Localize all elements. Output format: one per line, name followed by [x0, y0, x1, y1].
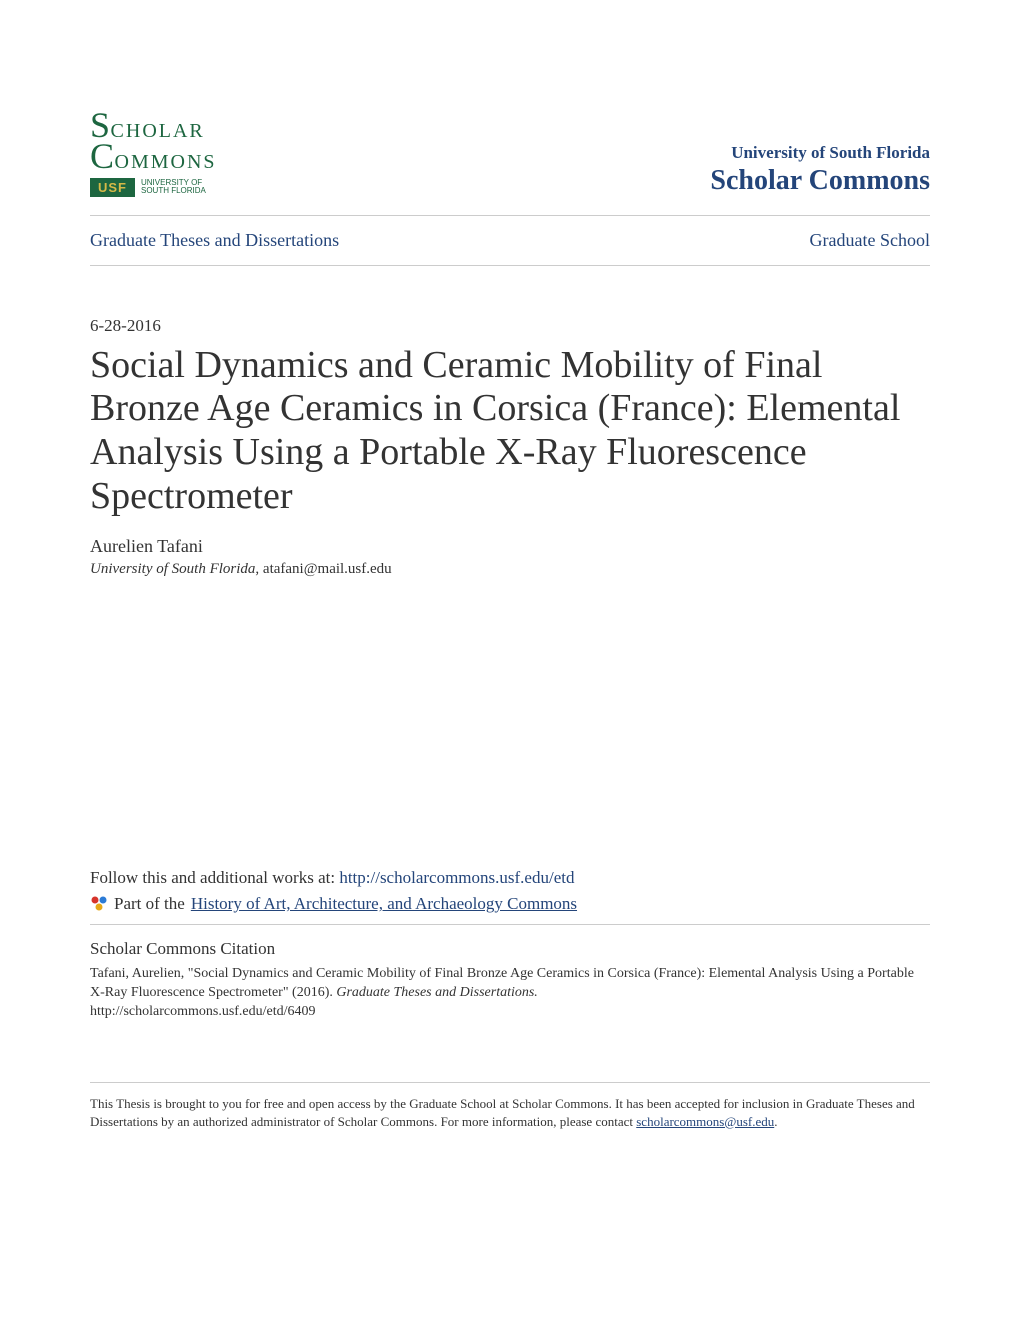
usf-bar: USF UNIVERSITY OF SOUTH FLORIDA: [90, 178, 217, 197]
affiliation-institution: University of South Florida: [90, 561, 255, 577]
repository-name[interactable]: Scholar Commons: [710, 165, 930, 197]
university-name[interactable]: University of South Florida: [710, 143, 930, 163]
logo-cholar: CHOLAR: [111, 120, 205, 142]
partof-link[interactable]: History of Art, Architecture, and Archae…: [191, 894, 577, 914]
paper-title: Social Dynamics and Ceramic Mobility of …: [90, 344, 930, 519]
citation-italic: Graduate Theses and Dissertations.: [336, 985, 537, 1000]
follow-line: Follow this and additional works at: htt…: [90, 868, 930, 888]
citation-section: Scholar Commons Citation Tafani, Aurelie…: [90, 924, 930, 1022]
header-row: SCHOLAR COMMONS USF UNIVERSITY OF SOUTH …: [90, 110, 930, 197]
header-right: University of South Florida Scholar Comm…: [710, 143, 930, 197]
usf-label: UNIVERSITY OF SOUTH FLORIDA: [141, 179, 206, 195]
usf-label-line2: SOUTH FLORIDA: [141, 186, 206, 195]
footer-section: This Thesis is brought to you for free a…: [90, 1082, 930, 1130]
follow-url-link[interactable]: http://scholarcommons.usf.edu/etd: [339, 868, 574, 887]
citation-text: Tafani, Aurelien, "Social Dynamics and C…: [90, 965, 930, 1022]
logo-c: C: [90, 136, 115, 176]
network-icon: [90, 895, 108, 913]
affiliation-email: , atafani@mail.usf.edu: [255, 561, 391, 577]
author-name: Aurelien Tafani: [90, 536, 930, 557]
footer-text-prefix: This Thesis is brought to you for free a…: [90, 1096, 915, 1129]
follow-prefix: Follow this and additional works at:: [90, 868, 339, 887]
logo-text: SCHOLAR COMMONS: [90, 110, 217, 172]
scholar-commons-logo[interactable]: SCHOLAR COMMONS USF UNIVERSITY OF SOUTH …: [90, 110, 217, 197]
follow-section: Follow this and additional works at: htt…: [90, 868, 930, 1022]
usf-box: USF: [90, 178, 135, 197]
citation-url: http://scholarcommons.usf.edu/etd/6409: [90, 1004, 316, 1019]
footer-email-link[interactable]: scholarcommons@usf.edu: [636, 1114, 774, 1129]
breadcrumb-row: Graduate Theses and Dissertations Gradua…: [90, 216, 930, 265]
breadcrumb-right-link[interactable]: Graduate School: [810, 230, 930, 251]
footer-text-suffix: .: [774, 1114, 777, 1129]
partof-line: Part of the History of Art, Architecture…: [90, 894, 930, 914]
logo-ommons: OMMONS: [115, 151, 217, 173]
breadcrumb-left-link[interactable]: Graduate Theses and Dissertations: [90, 230, 339, 251]
divider-breadcrumb: [90, 265, 930, 266]
publication-date: 6-28-2016: [90, 316, 930, 336]
author-affiliation: University of South Florida, atafani@mai…: [90, 561, 930, 578]
partof-prefix: Part of the: [114, 894, 185, 914]
citation-heading: Scholar Commons Citation: [90, 939, 930, 959]
